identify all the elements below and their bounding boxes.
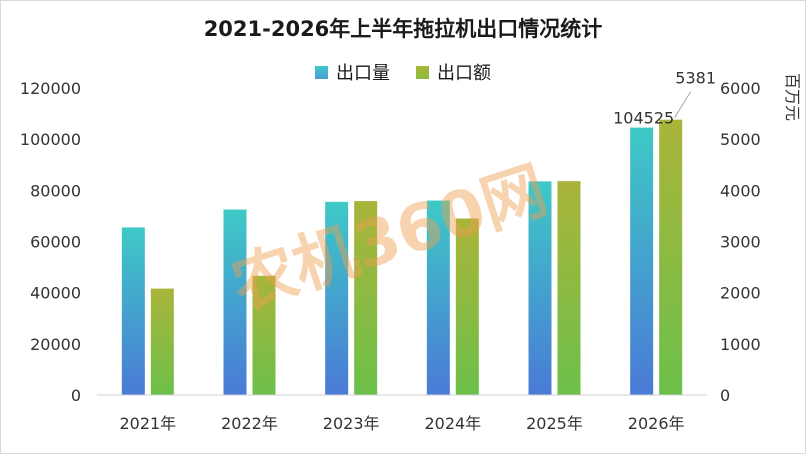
legend-label-export-value: 出口额 (437, 63, 491, 84)
x-tick-label: 2021年 (119, 414, 176, 433)
data-label-export-volume: 104525 (613, 109, 674, 128)
right-tick-label: 3000 (720, 233, 761, 252)
bar-export-value-0 (150, 288, 174, 395)
left-tick-label: 120000 (20, 79, 81, 98)
bar-export-volume-0 (121, 227, 145, 395)
x-tick-label: 2022年 (221, 414, 278, 433)
right-tick-label: 6000 (720, 79, 761, 98)
legend-item-export-volume: 出口量 (315, 59, 390, 85)
watermark-text: 农机360网 (223, 154, 556, 325)
left-tick-label: 100000 (20, 130, 81, 149)
left-axis: 0 20000 40000 60000 80000 100000 120000 (20, 79, 81, 405)
left-tick-label: 0 (71, 386, 81, 405)
left-tick-label: 60000 (30, 233, 81, 252)
x-tick-label: 2025年 (526, 414, 583, 433)
bar-export-value-2 (354, 201, 378, 395)
bar-export-value-5 (659, 119, 683, 395)
x-tick-label: 2023年 (323, 414, 380, 433)
bar-export-volume-1 (223, 209, 247, 395)
bar-export-volume-2 (325, 201, 349, 395)
x-axis: 2021年 2022年 2023年 2024年 2025年 2026年 (97, 394, 707, 433)
bars-group (121, 119, 683, 395)
right-axis: 0 1000 2000 3000 4000 5000 6000 (720, 79, 761, 405)
left-tick-label: 40000 (30, 284, 81, 303)
left-tick-label: 80000 (30, 181, 81, 200)
right-tick-label: 5000 (720, 130, 761, 149)
right-tick-label: 1000 (720, 335, 761, 354)
x-tick-label: 2024年 (424, 414, 481, 433)
bar-export-value-1 (252, 275, 276, 395)
bar-export-value-3 (455, 218, 479, 395)
bar-export-value-4 (557, 181, 581, 395)
chart-title: 2021-2026年上半年拖拉机出口情况统计 (203, 17, 603, 41)
left-tick-label: 20000 (30, 335, 81, 354)
data-labels-group: 104525 5381 (613, 69, 716, 128)
legend: 出口量 出口额 (1, 59, 805, 85)
legend-swatch-export-volume (315, 65, 328, 79)
data-label-export-value: 5381 (675, 69, 716, 88)
bar-export-volume-4 (528, 181, 552, 395)
leader-line (674, 91, 692, 118)
right-tick-label: 2000 (720, 284, 761, 303)
legend-item-export-value: 出口额 (416, 59, 491, 85)
bar-export-volume-5 (630, 127, 654, 395)
legend-swatch-export-value (416, 65, 429, 79)
bar-export-volume-3 (426, 200, 450, 395)
right-tick-label: 4000 (720, 181, 761, 200)
right-tick-label: 0 (720, 386, 730, 405)
right-axis-title: 百万元 (783, 73, 802, 121)
x-tick-label: 2026年 (628, 414, 685, 433)
legend-label-export-volume: 出口量 (336, 63, 390, 84)
